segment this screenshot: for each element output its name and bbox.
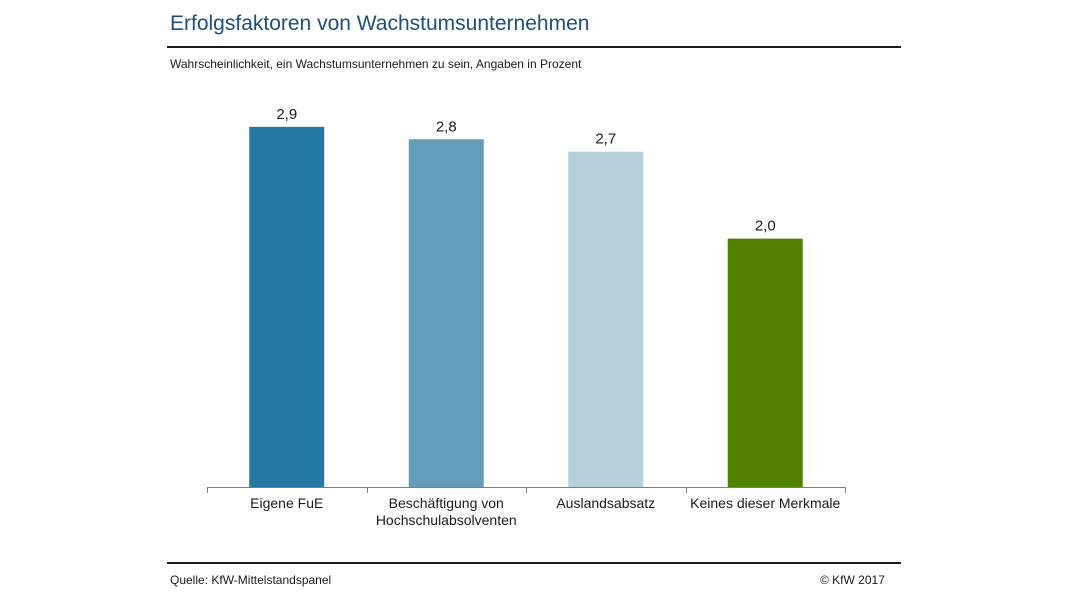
category-label: Eigene FuE	[250, 495, 323, 511]
data-label: 2,8	[436, 118, 457, 135]
category-label: Beschäftigung von	[389, 495, 504, 511]
chart-title: Erfolgsfaktoren von Wachstumsunternehmen	[170, 12, 590, 35]
data-label: 2,0	[755, 218, 776, 235]
data-label: 2,9	[276, 106, 297, 123]
data-label: 2,7	[595, 131, 616, 148]
chart-subtitle: Wahrscheinlichkeit, ein Wachstumsunterne…	[170, 57, 582, 71]
bar	[408, 139, 484, 488]
bar	[249, 126, 325, 487]
bar	[727, 238, 803, 487]
title-divider	[167, 46, 901, 48]
footer-divider	[167, 562, 901, 564]
source-note: Quelle: KfW-Mittelstandspanel	[170, 573, 332, 587]
bar	[568, 151, 644, 487]
category-label: Auslandsabsatz	[556, 495, 655, 511]
copyright-note: © KfW 2017	[820, 573, 885, 587]
category-label: Keines dieser Merkmale	[690, 495, 840, 511]
category-label: Hochschulabsolventen	[376, 512, 517, 528]
